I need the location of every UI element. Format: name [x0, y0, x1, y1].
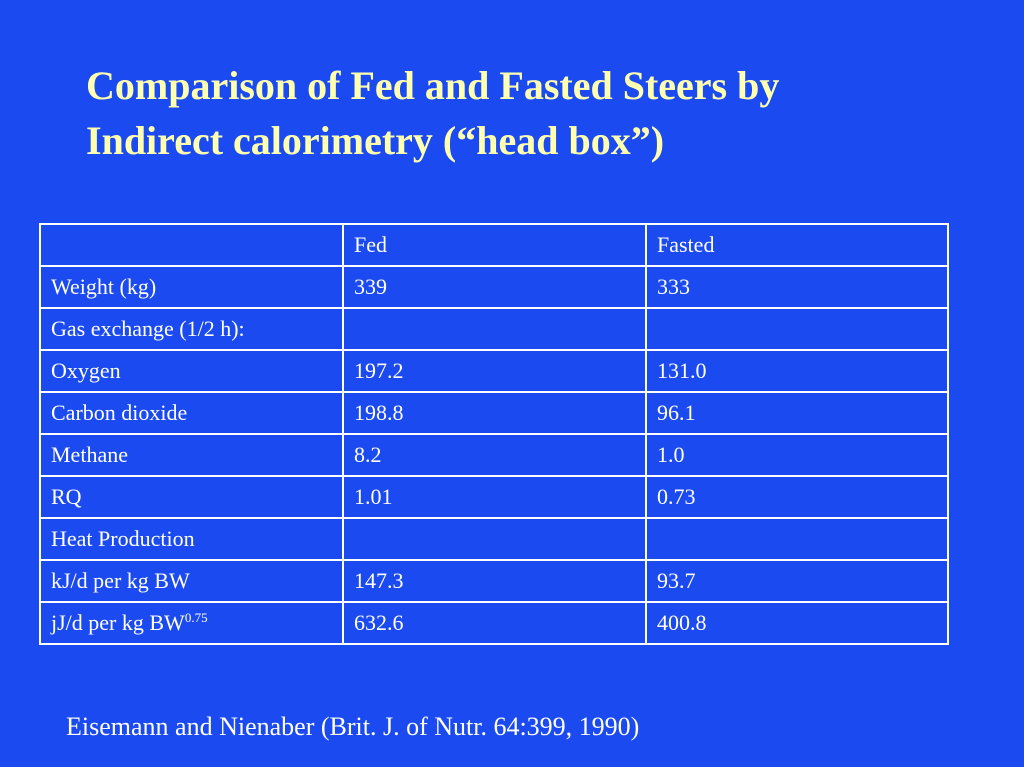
table-row: kJ/d per kg BW 147.3 93.7: [39, 559, 949, 603]
fasted-value-cell: 93.7: [645, 559, 949, 603]
row-label: Oxygen: [51, 358, 121, 383]
table-header-row: Fed Fasted: [39, 223, 949, 267]
row-label-cell: Heat Production: [39, 517, 344, 561]
row-label: kJ/d per kg BW: [51, 568, 190, 593]
row-label: Carbon dioxide: [51, 400, 188, 425]
slide-title: Comparison of Fed and Fasted Steers by I…: [86, 58, 966, 168]
header-cell-fasted: Fasted: [645, 223, 949, 267]
table-row: Carbon dioxide 198.8 96.1: [39, 391, 949, 435]
fed-value-cell: [342, 307, 647, 351]
fasted-value-cell: [645, 307, 949, 351]
fasted-value-cell: [645, 517, 949, 561]
row-label: Heat Production: [51, 526, 195, 551]
header-cell-fed: Fed: [342, 223, 647, 267]
row-label: Methane: [51, 442, 128, 467]
fasted-value-cell: 96.1: [645, 391, 949, 435]
row-label-superscript: 0.75: [184, 610, 208, 625]
fasted-value-cell: 131.0: [645, 349, 949, 393]
fed-value-cell: 8.2: [342, 433, 647, 477]
header-cell-label: [39, 223, 344, 267]
row-label-cell: Weight (kg): [39, 265, 344, 309]
table-body: Weight (kg) 339 333 Gas exchange (1/2 h): Ox…: [39, 265, 949, 645]
row-label-cell: Carbon dioxide: [39, 391, 344, 435]
fasted-value-cell: 400.8: [645, 601, 949, 645]
table-row: Heat Production: [39, 517, 949, 561]
row-label: jJ/d per kg BW: [51, 610, 185, 635]
fed-value-cell: 198.8: [342, 391, 647, 435]
row-label-cell: RQ: [39, 475, 344, 519]
table-row: jJ/d per kg BW0.75 632.6 400.8: [39, 601, 949, 645]
fasted-value-cell: 333: [645, 265, 949, 309]
table-row: Methane 8.2 1.0: [39, 433, 949, 477]
slide-title-line-1: Comparison of Fed and Fasted Steers by: [86, 63, 780, 108]
table-row: Gas exchange (1/2 h):: [39, 307, 949, 351]
table-row: RQ 1.01 0.73: [39, 475, 949, 519]
fasted-value-cell: 0.73: [645, 475, 949, 519]
table-row: Weight (kg) 339 333: [39, 265, 949, 309]
row-label-cell: Gas exchange (1/2 h):: [39, 307, 344, 351]
row-label-cell: Methane: [39, 433, 344, 477]
fed-value-cell: 1.01: [342, 475, 647, 519]
fed-value-cell: 339: [342, 265, 647, 309]
fed-value-cell: 197.2: [342, 349, 647, 393]
comparison-table: Fed Fasted Weight (kg) 339 333 Gas exchange…: [39, 223, 949, 645]
table-row: Oxygen 197.2 131.0: [39, 349, 949, 393]
row-label-cell: Oxygen: [39, 349, 344, 393]
slide-title-line-2: Indirect calorimetry (“head box”): [86, 118, 665, 163]
fed-value-cell: [342, 517, 647, 561]
row-label-cell: jJ/d per kg BW0.75: [39, 601, 344, 645]
row-label-cell: kJ/d per kg BW: [39, 559, 344, 603]
row-label: Weight (kg): [51, 274, 157, 299]
fed-value-cell: 632.6: [342, 601, 647, 645]
fasted-value-cell: 1.0: [645, 433, 949, 477]
fed-value-cell: 147.3: [342, 559, 647, 603]
row-label: RQ: [51, 484, 82, 509]
citation: Eisemann and Nienaber (Brit. J. of Nutr.…: [66, 712, 640, 741]
row-label: Gas exchange (1/2 h):: [51, 316, 245, 341]
